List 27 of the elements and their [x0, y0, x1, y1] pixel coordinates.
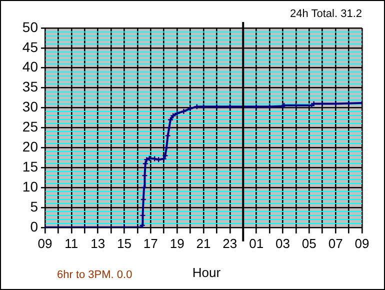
x-tick-label: 09 [38, 236, 52, 251]
y-tick-label: 35 [22, 78, 38, 95]
x-tick-label: 15 [117, 236, 132, 251]
y-tick-label: 30 [22, 98, 38, 115]
y-tick-label: 50 [22, 18, 38, 35]
x-tick-label: 17 [143, 236, 158, 251]
y-tick-label: 5 [30, 198, 38, 214]
y-tick-label: 15 [22, 158, 38, 174]
x-tick-label: 11 [64, 236, 78, 251]
x-tick-label: 01 [249, 236, 264, 251]
x-tick-label: 03 [276, 236, 290, 251]
text: 24h Total. 31.2 [290, 8, 362, 20]
text: 6hr to 3PM. 0.0 [57, 269, 132, 281]
x-tick-label: 23 [222, 236, 238, 251]
y-tick-label: 20 [22, 138, 38, 154]
y-tick-label: 45 [22, 38, 38, 55]
y-tick-label: 10 [22, 178, 38, 194]
y-tick-label: 40 [22, 58, 38, 75]
x-tick-label: 09 [354, 236, 370, 251]
x-tick-label: 07 [328, 236, 343, 251]
x-tick-label: 05 [302, 236, 316, 251]
x-axis-title: Hour [192, 265, 221, 280]
x-tick-label: 19 [170, 236, 184, 251]
x-tick-label: 21 [196, 236, 211, 251]
y-tick-label: 0 [30, 218, 38, 234]
y-tick-label: 25 [22, 118, 38, 135]
x-tick-label: 13 [90, 236, 106, 251]
